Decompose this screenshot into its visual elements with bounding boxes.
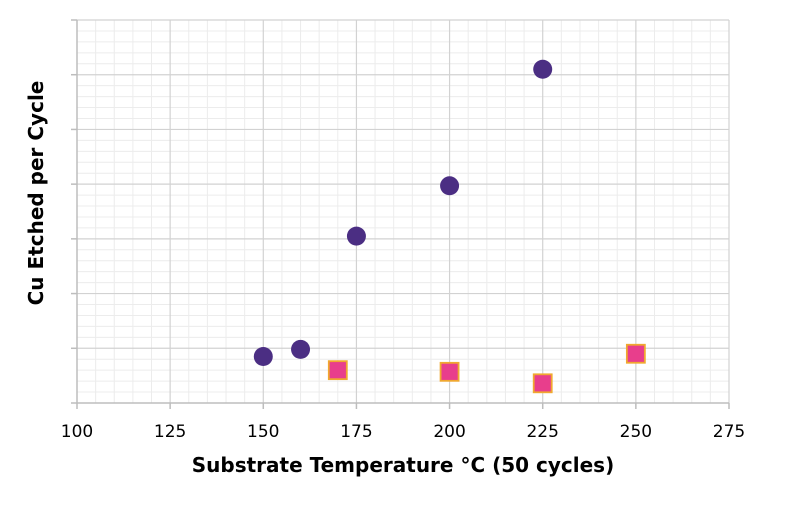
data-point-circle [291, 339, 311, 359]
minor-grid [77, 20, 729, 403]
x-tick-label: 125 [154, 422, 186, 442]
x-tick-label: 175 [340, 422, 372, 442]
x-axis-title: Substrate Temperature °C (50 cycles) [192, 453, 614, 477]
x-tick-label: 150 [247, 422, 279, 442]
data-point-circle [346, 226, 366, 246]
x-tick-label: 275 [713, 422, 745, 442]
data-point-square [625, 343, 646, 364]
data-point-square [532, 373, 553, 394]
data-point-circle [253, 346, 273, 366]
data-point-circle [440, 176, 460, 196]
x-tick-label: 200 [433, 422, 465, 442]
axes [71, 19, 730, 409]
x-tick-label: 100 [61, 422, 93, 442]
data-points [253, 59, 646, 394]
x-tick-labels: 100 125 150 175 200 225 250 275 [61, 422, 745, 442]
data-point-square [439, 361, 460, 382]
data-point-square [327, 360, 348, 381]
data-point-circle [533, 59, 553, 79]
major-grid [77, 19, 730, 403]
y-axis-title: Cu Etched per Cycle [24, 81, 48, 306]
x-tick-label: 250 [620, 422, 652, 442]
x-tick-label: 225 [526, 422, 558, 442]
